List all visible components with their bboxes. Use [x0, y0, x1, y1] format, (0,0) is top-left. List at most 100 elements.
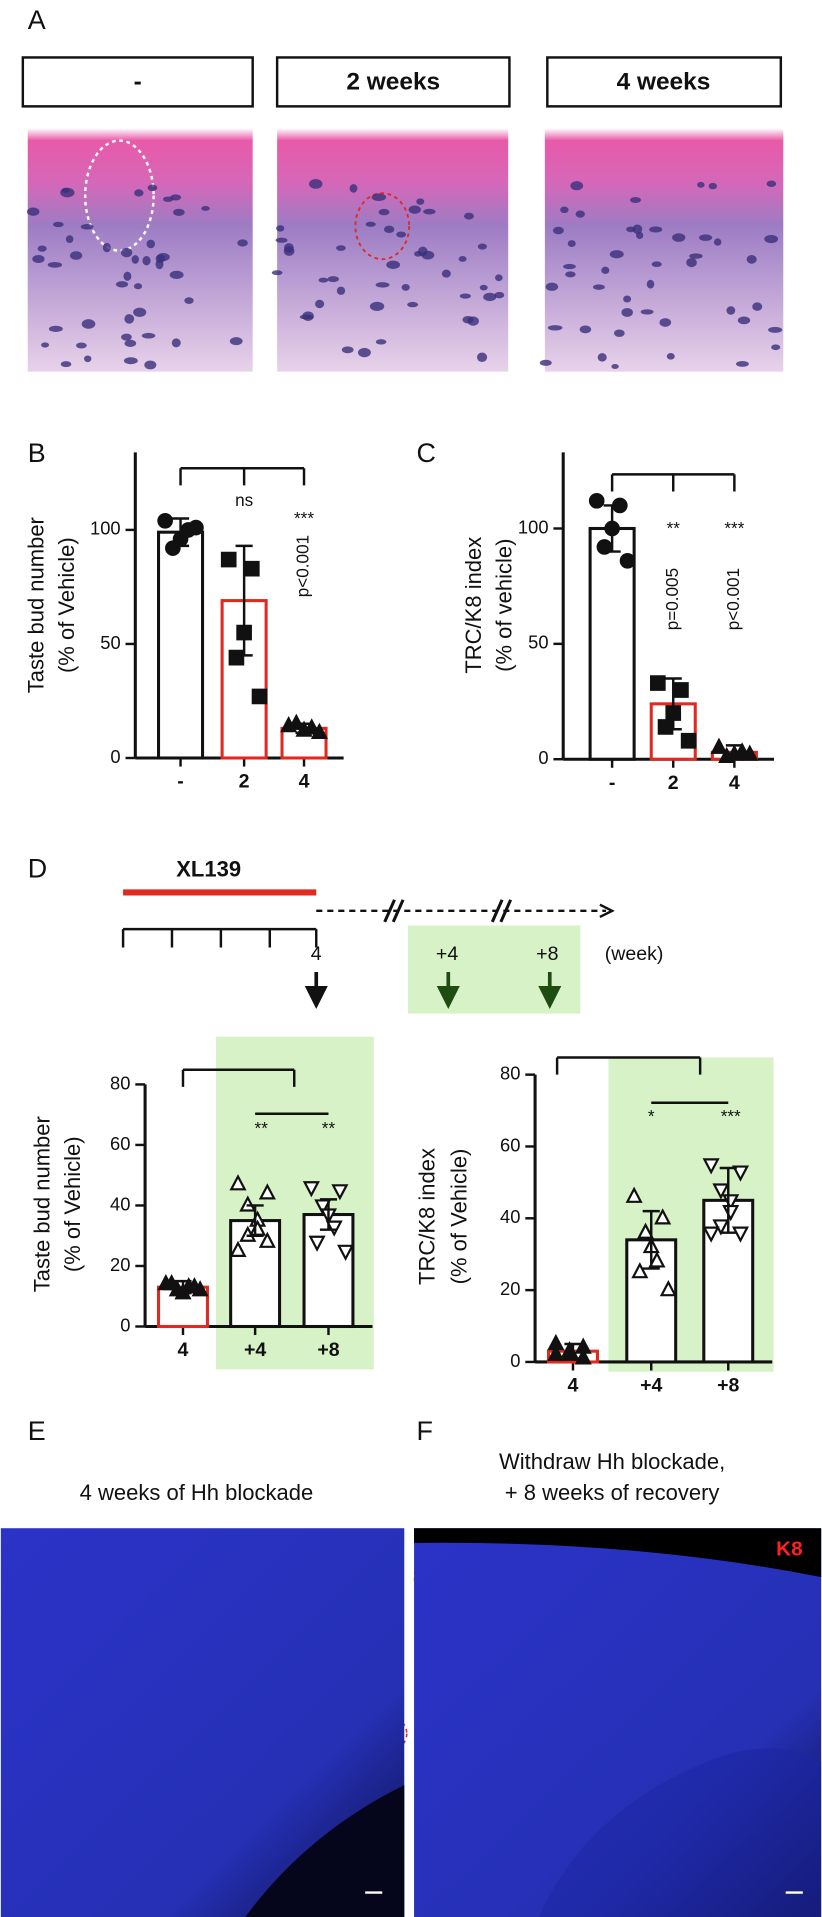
nucleus	[708, 182, 717, 190]
nucleus	[84, 355, 92, 363]
data-point	[657, 719, 674, 735]
error-bar	[319, 1198, 338, 1231]
nucleus	[61, 187, 70, 193]
data-point	[220, 551, 237, 568]
nucleus	[371, 193, 387, 202]
nucleus	[133, 283, 143, 290]
nucleus	[401, 283, 410, 291]
header-box	[275, 56, 511, 108]
data-point	[631, 1262, 649, 1279]
arrow-head	[599, 903, 615, 919]
nucleus	[134, 189, 144, 197]
nucleus	[302, 311, 314, 321]
nucleus	[597, 353, 607, 362]
nucleus	[467, 316, 479, 326]
nucleus	[768, 326, 783, 333]
nucleus	[349, 184, 358, 193]
nucleus	[766, 180, 777, 187]
annotation: p<0.001	[294, 535, 313, 597]
nucleus	[171, 338, 181, 348]
background	[414, 1528, 822, 1578]
error-bar	[664, 677, 682, 731]
x-tick-label: -	[177, 771, 184, 793]
data-point	[710, 737, 728, 754]
nucleus	[441, 269, 451, 278]
comparison-bracket	[181, 1068, 296, 1087]
y-tick-label: 40	[110, 1193, 130, 1214]
nucleus	[357, 347, 371, 358]
data-point	[191, 1280, 209, 1297]
data-point	[287, 713, 305, 730]
nucleus	[560, 206, 569, 214]
error-bar	[642, 1209, 660, 1270]
nucleus	[479, 284, 488, 291]
nucleus	[407, 301, 419, 308]
unit-label: (week)	[605, 943, 664, 965]
x-tick-label: +4	[640, 1375, 662, 1397]
nucleus	[539, 359, 552, 366]
histology-image	[277, 128, 509, 372]
data-point	[648, 1251, 666, 1268]
nucleus	[169, 270, 184, 279]
error-bar	[235, 544, 253, 657]
nucleus	[275, 237, 288, 243]
y-tick-label: 0	[120, 1314, 130, 1335]
panel-label: F	[417, 1416, 433, 1446]
y-tick-label: 80	[110, 1072, 130, 1093]
data-point	[229, 1174, 247, 1191]
data-point	[574, 1348, 592, 1365]
data-point	[229, 1240, 247, 1257]
nucleus	[48, 325, 63, 332]
nucleus	[32, 254, 45, 264]
nucleus	[613, 329, 625, 337]
nucleus	[65, 235, 74, 244]
nucleus	[156, 253, 170, 262]
panel-label: D	[28, 854, 47, 884]
y-tick-label: 100	[90, 518, 121, 539]
data-point	[228, 649, 245, 666]
nucleus	[464, 212, 474, 220]
nucleus	[689, 253, 703, 259]
nucleus	[121, 333, 132, 341]
nucleus	[155, 259, 164, 270]
nucleus	[283, 243, 294, 253]
panel-label: A	[28, 5, 46, 35]
nucleus	[623, 295, 632, 303]
nucleus	[640, 309, 654, 315]
nucleus	[327, 276, 339, 283]
nucleus	[458, 255, 467, 262]
y-tick-label: 50	[528, 632, 548, 653]
nucleus	[276, 225, 285, 232]
data-point	[712, 1183, 730, 1200]
nucleus	[575, 210, 585, 218]
nucleus	[646, 279, 655, 289]
data-point	[310, 722, 328, 740]
y-tick-label: 0	[538, 747, 548, 768]
nucleus	[384, 225, 395, 234]
nucleus	[60, 361, 72, 368]
nucleus	[318, 277, 329, 283]
week-axis	[121, 927, 318, 948]
nucleus	[41, 342, 50, 348]
data-point	[702, 1226, 720, 1243]
nucleus	[752, 302, 763, 311]
nucleus	[123, 271, 132, 281]
y-tick-label: 60	[110, 1133, 130, 1154]
x-tick-label: 4	[178, 1339, 189, 1361]
nucleus	[365, 221, 376, 227]
nucleus	[726, 306, 736, 315]
data-point	[650, 675, 666, 691]
bar	[302, 1213, 355, 1329]
data-point	[547, 1344, 565, 1361]
data-point	[165, 540, 181, 556]
error-bar	[719, 1166, 737, 1234]
data-point	[680, 732, 697, 749]
data-point	[302, 1181, 320, 1198]
nucleus	[162, 196, 174, 202]
data-point	[188, 519, 204, 536]
error-bar	[246, 1204, 264, 1237]
nucleus	[141, 332, 156, 339]
annotation: ns	[235, 491, 253, 510]
nucleus	[593, 284, 605, 290]
